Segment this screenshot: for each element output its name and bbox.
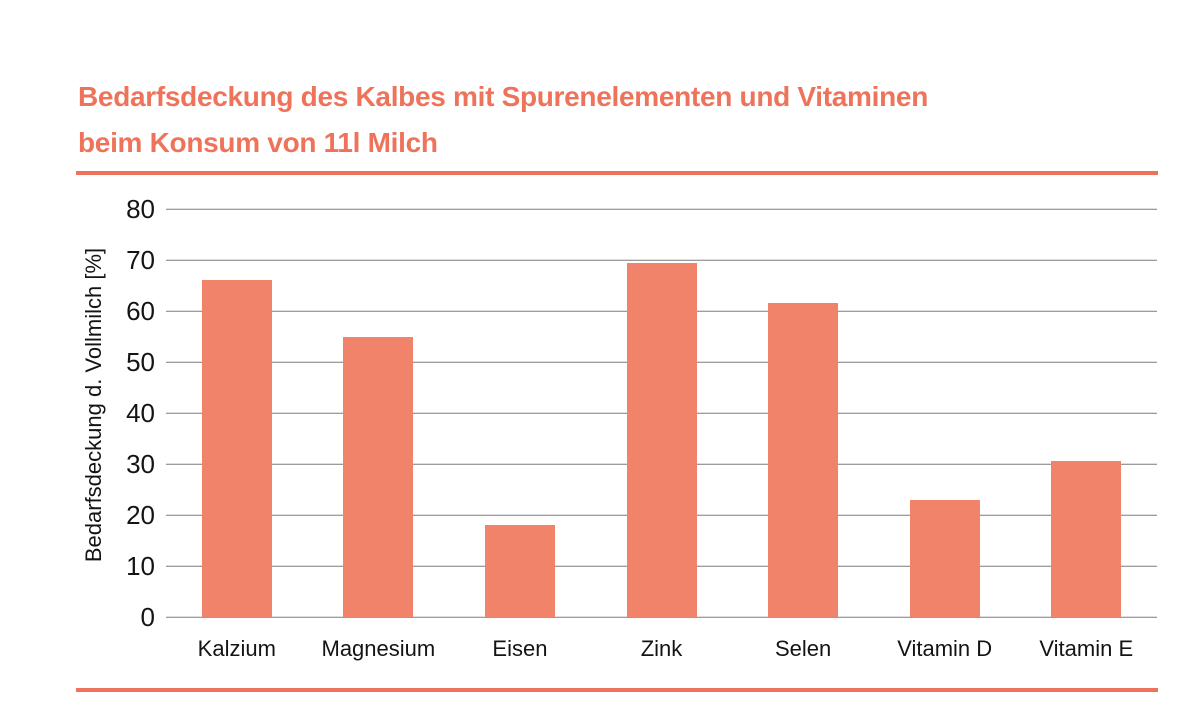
bar-selen bbox=[768, 303, 839, 617]
x-label-selen: Selen bbox=[774, 636, 832, 661]
gridline-70 bbox=[166, 259, 1157, 261]
y-tick-80: 80 bbox=[126, 194, 155, 224]
y-tick-30: 30 bbox=[126, 449, 155, 479]
x-label-zink: Zink bbox=[640, 636, 683, 661]
bar-magnesium bbox=[343, 336, 414, 617]
top-divider bbox=[76, 171, 1158, 175]
bar-eisen bbox=[484, 525, 555, 617]
gridline-80 bbox=[166, 208, 1157, 210]
chart-title-line1: Bedarfsdeckung des Kalbes mit Spurenelem… bbox=[78, 81, 928, 112]
y-tick-60: 60 bbox=[126, 296, 155, 326]
bar-slot-magnesium bbox=[308, 209, 450, 617]
y-tick-20: 20 bbox=[126, 500, 155, 530]
bar-slot-eisen bbox=[449, 209, 591, 617]
bar-zink bbox=[626, 262, 697, 617]
x-label-magnesium: Magnesium bbox=[321, 636, 436, 661]
plot-area bbox=[166, 208, 1157, 618]
gridline-0 bbox=[166, 616, 1157, 618]
bar-vitamin-d bbox=[909, 499, 980, 617]
bar-slot-zink bbox=[591, 209, 733, 617]
y-axis-ticks: 0 10 20 30 40 50 60 70 80 bbox=[60, 196, 155, 630]
y-tick-0: 0 bbox=[140, 602, 155, 632]
y-tick-50: 50 bbox=[126, 347, 155, 377]
bar-vitamin-e bbox=[1051, 461, 1122, 617]
bar-slot-vitamin-d bbox=[874, 209, 1016, 617]
bar-slot-kalzium bbox=[166, 209, 308, 617]
x-axis-labels: Kalzium Magnesium Eisen Zink Selen Vitamin D V… bbox=[166, 634, 1157, 664]
bar-slot-vitamin-e bbox=[1015, 209, 1157, 617]
bar-kalzium bbox=[201, 280, 272, 617]
x-label-vitamin-d: Vitamin D bbox=[897, 636, 993, 661]
bottom-divider bbox=[76, 688, 1158, 692]
x-label-eisen: Eisen bbox=[492, 636, 548, 661]
y-tick-70: 70 bbox=[126, 245, 155, 275]
x-label-vitamin-e: Vitamin E bbox=[1039, 636, 1134, 661]
bar-series bbox=[166, 209, 1157, 617]
x-label-kalzium: Kalzium bbox=[197, 636, 276, 661]
chart-title-line2: beim Konsum von 11l Milch bbox=[78, 127, 438, 158]
bar-slot-selen bbox=[732, 209, 874, 617]
y-tick-10: 10 bbox=[126, 551, 155, 581]
chart-title: Bedarfsdeckung des Kalbes mit Spurenelem… bbox=[78, 74, 1158, 166]
y-tick-40: 40 bbox=[126, 398, 155, 428]
